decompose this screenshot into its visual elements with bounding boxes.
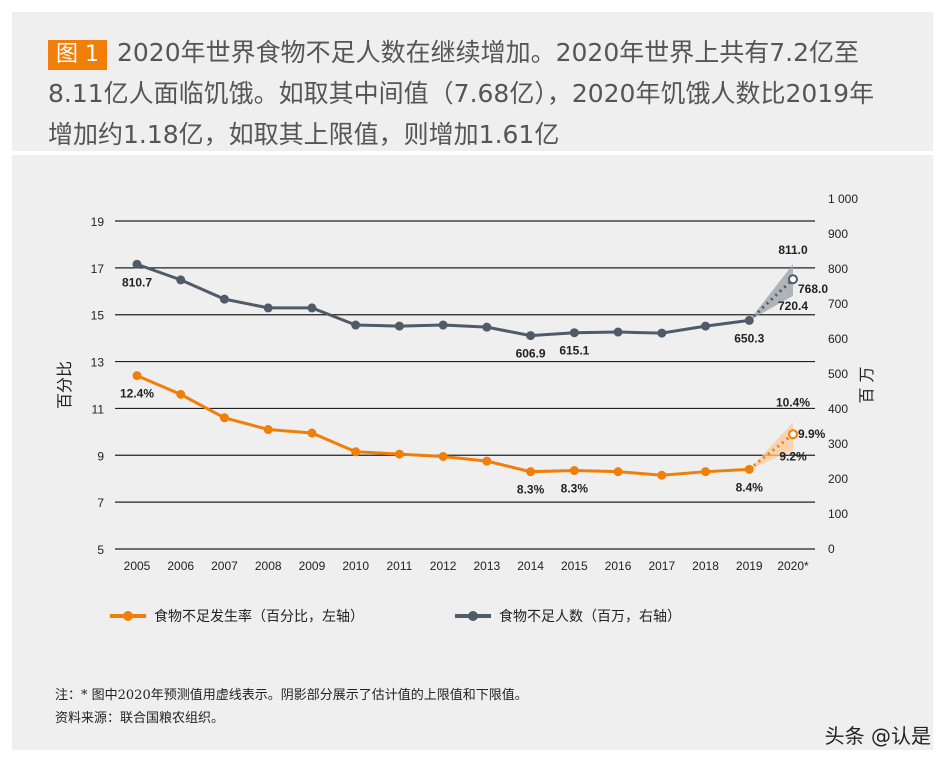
data-label: 8.3% [561,482,589,496]
left-tick-label: 5 [97,543,104,557]
x-tick-label: 2015 [561,559,588,573]
data-label: 606.9 [516,347,546,361]
footnote: 注：* 图中2020年预测值用虚线表示。阴影部分展示了估计值的上限值和下限值。 [55,688,528,703]
data-point [526,331,536,341]
left-axis-label: 百分比 [55,361,74,409]
x-tick-label: 2009 [299,559,326,573]
data-point [569,466,579,476]
data-point [394,321,404,331]
data-point [219,294,229,304]
data-point [482,456,492,466]
x-tick-label: 2014 [517,559,544,573]
data-point [351,320,361,330]
projection-range-band [749,422,793,470]
data-point [307,303,317,313]
projection-dotted-line [748,278,795,322]
legend-label: 食物不足人数（百万，右轴） [499,608,681,625]
x-tick-label: 2006 [167,559,194,573]
figure-title: 图 1 2020年世界食物不足人数在继续增加。2020年世界上共有7.2亿至8.1… [48,32,888,155]
right-tick-label: 1 000 [828,192,858,206]
projected-point [788,429,798,440]
figure-title-text: 2020年世界食物不足人数在继续增加。2020年世界上共有7.2亿至8.11亿人… [48,38,875,149]
right-axis-label: 百 万 [857,366,876,403]
data-label: 811.0 [778,243,808,257]
left-tick-label: 13 [91,356,105,370]
data-point [526,467,536,477]
data-label: 9.2% [779,450,807,464]
legend-marker [468,611,478,621]
data-point [176,275,186,285]
figure-tag: 图 1 [48,40,107,70]
data-point [613,467,623,477]
data-point [438,451,448,461]
data-label: 810.7 [122,275,152,289]
data-point [744,315,754,325]
right-tick-label: 800 [828,262,848,276]
x-tick-label: 2013 [474,559,501,573]
data-point [744,464,754,474]
left-tick-label: 9 [97,449,104,463]
data-point [438,320,448,330]
x-tick-label: 2011 [386,559,412,573]
data-point [263,425,273,435]
data-label: 10.4% [776,395,810,409]
data-label: 650.3 [734,331,764,345]
x-tick-label: 2020* [777,559,809,573]
data-point [351,447,361,457]
x-tick-label: 2017 [648,559,675,573]
x-tick-label: 2016 [605,559,632,573]
x-tick-label: 2012 [430,559,457,573]
left-tick-label: 7 [97,496,104,510]
right-tick-label: 400 [828,402,848,416]
x-tick-label: 2005 [124,559,151,573]
data-point [307,428,317,438]
data-label: 9.9% [798,427,826,441]
right-tick-label: 900 [828,227,848,241]
legend-label: 食物不足发生率（百分比，左轴） [154,608,364,625]
projected-point [788,274,798,285]
data-label: 8.3% [517,483,545,497]
right-tick-label: 700 [828,297,848,311]
x-tick-label: 2008 [255,559,282,573]
data-point [482,322,492,332]
right-tick-label: 100 [828,507,848,521]
data-point [657,328,667,338]
data-point [701,467,711,477]
left-tick-label: 17 [91,262,105,276]
data-point [701,321,711,331]
right-tick-label: 0 [828,542,835,556]
right-tick-label: 300 [828,437,848,451]
left-tick-label: 19 [91,215,105,229]
data-point [263,303,273,313]
right-tick-label: 600 [828,332,848,346]
x-tick-label: 2018 [692,559,719,573]
data-point [613,327,623,337]
data-point [569,328,579,338]
right-tick-label: 500 [828,367,848,381]
data-label: 8.4% [736,480,764,494]
data-point [176,389,186,399]
data-point [394,449,404,459]
data-label: 768.0 [798,282,828,296]
data-label: 615.1 [559,344,589,358]
data-point [657,470,667,480]
title-panel [12,12,933,151]
x-tick-label: 2010 [342,559,369,573]
legend-marker [123,611,133,621]
projection-range-band [749,264,793,321]
x-tick-label: 2019 [736,559,763,573]
left-tick-label: 15 [91,309,105,323]
data-point [132,259,142,269]
data-point [132,371,142,381]
data-label: 12.4% [120,387,154,401]
source-note: 资料来源：联合国粮农组织。 [55,711,225,726]
x-tick-label: 2007 [211,559,238,573]
watermark: 头条 @认是 [824,724,931,748]
right-tick-label: 200 [828,472,848,486]
data-point [219,413,229,423]
left-tick-label: 11 [92,402,105,416]
data-label: 720.4 [778,299,808,313]
